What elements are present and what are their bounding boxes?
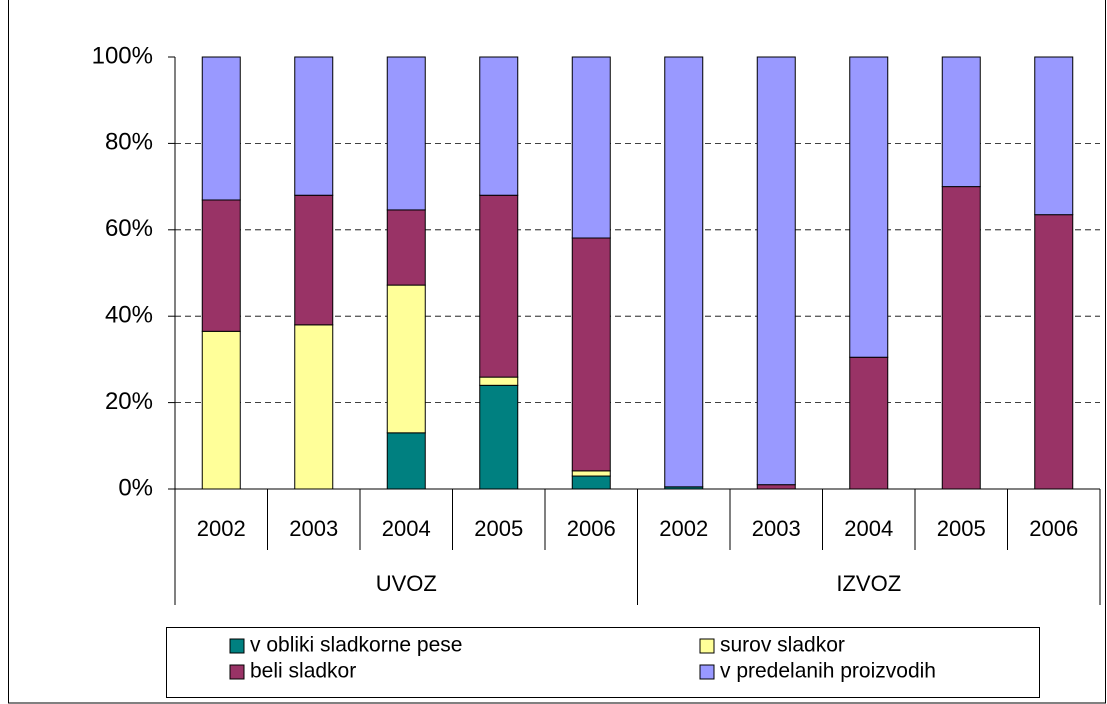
y-tick-label: 0%: [118, 474, 153, 501]
legend-swatch: [699, 664, 715, 680]
bar-segment: [386, 432, 426, 490]
bar-segment: [571, 475, 611, 490]
bar-segment: [849, 56, 889, 358]
bar-segment: [386, 56, 426, 211]
bar-segment: [571, 56, 611, 239]
bar-segment: [849, 356, 889, 490]
x-tick-label: 2003: [289, 516, 338, 541]
x-tick-label: 2003: [752, 516, 801, 541]
bar-segment: [479, 56, 519, 196]
bar-segment: [571, 237, 611, 472]
bar-segment: [941, 186, 981, 490]
x-tick-label: 2006: [1029, 516, 1078, 541]
x-tick-label: 2006: [567, 516, 616, 541]
y-tick-label: 80%: [105, 129, 153, 156]
bar-segment: [1034, 214, 1074, 490]
bar-segment: [386, 209, 426, 286]
legend-label: v predelanih proizvodih: [720, 660, 936, 683]
group-label: IZVOZ: [836, 571, 901, 596]
legend-swatch: [229, 664, 245, 680]
bar-segment: [294, 194, 334, 326]
legend-label: v obliki sladkorne pese: [250, 634, 462, 657]
bar-segment: [1034, 56, 1074, 216]
group-label: UVOZ: [376, 571, 437, 596]
x-tick-label: 2005: [937, 516, 986, 541]
y-tick-label: 40%: [105, 302, 153, 329]
y-tick-label: 100%: [92, 42, 153, 69]
bar-segment: [941, 56, 981, 188]
x-tick-label: 2002: [197, 516, 246, 541]
y-tick-label: 20%: [105, 388, 153, 415]
bar-segment: [386, 284, 426, 434]
bar-segment: [479, 376, 519, 386]
bar-segment: [201, 330, 241, 490]
bar-segment: [571, 470, 611, 477]
bar-segment: [201, 56, 241, 201]
bar-segment: [756, 484, 796, 490]
bar-segment: [201, 199, 241, 332]
x-tick-label: 2002: [659, 516, 708, 541]
x-tick-label: 2004: [382, 516, 431, 541]
legend-box: [166, 627, 1040, 698]
bar-segment: [479, 384, 519, 490]
bar-segment: [294, 324, 334, 490]
x-tick-label: 2004: [844, 516, 893, 541]
frame: [8, 0, 1106, 704]
y-tick-label: 60%: [105, 215, 153, 242]
legend-swatch: [229, 638, 245, 654]
bar-segment: [479, 194, 519, 378]
legend-label: surov sladkor: [720, 634, 845, 657]
bar-segment: [664, 56, 704, 488]
x-tick-label: 2005: [474, 516, 523, 541]
bar-segment: [294, 56, 334, 196]
legend-swatch: [699, 638, 715, 654]
bar-segment: [756, 56, 796, 486]
legend-label: beli sladkor: [250, 660, 356, 683]
